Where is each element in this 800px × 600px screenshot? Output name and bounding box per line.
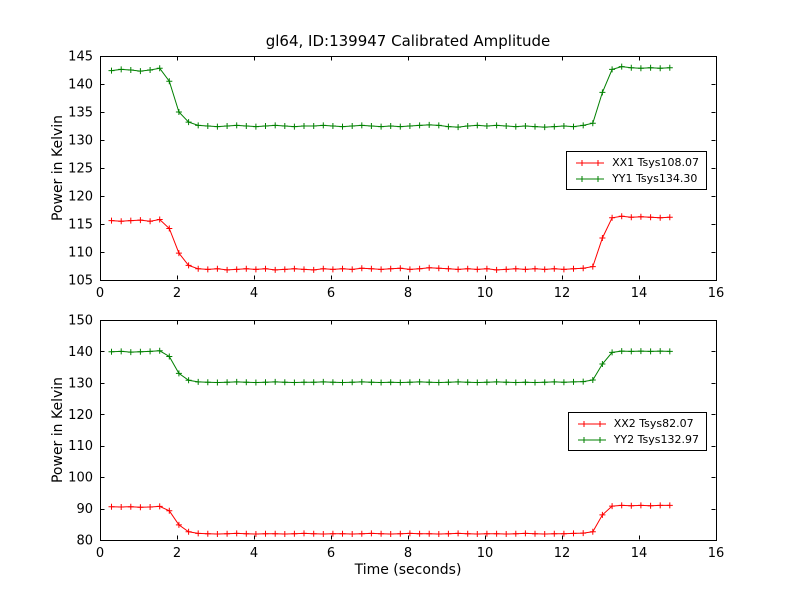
x-tick-label: 6 <box>327 546 335 561</box>
y-tick-label: 145 <box>68 50 93 65</box>
series-markers-yy1 <box>108 63 673 131</box>
x-axis-label: Time (seconds) <box>354 562 462 578</box>
series-line-yy2 <box>111 350 670 384</box>
y-tick-label: 115 <box>68 218 93 233</box>
x-tick-label: 10 <box>477 286 494 301</box>
legend-top: XX1 Tsys108.07 YY1 Tsys134.30 <box>566 151 707 190</box>
series-line-xx1 <box>111 215 670 271</box>
x-tick-label: 8 <box>404 546 412 561</box>
series-line-xx2 <box>111 504 670 535</box>
legend-label: YY2 Tsys132.97 <box>613 433 699 446</box>
series-line-yy1 <box>111 66 670 128</box>
x-tick-label: 14 <box>631 546 648 561</box>
y-tick-label: 90 <box>76 502 93 517</box>
y-axis-label-bottom: Power in Kelvin <box>50 376 66 484</box>
legend-label: XX1 Tsys108.07 <box>612 156 699 169</box>
y-tick-label: 125 <box>68 162 93 177</box>
x-tick-label: 8 <box>404 286 412 301</box>
x-tick-label: 0 <box>96 546 104 561</box>
y-tick-label: 120 <box>68 408 93 423</box>
x-tick-label: 4 <box>250 286 258 301</box>
x-tick-label: 12 <box>554 286 571 301</box>
y-axis-label-top: Power in Kelvin <box>50 114 66 222</box>
y-tick-label: 130 <box>68 134 93 149</box>
y-tick-label: 135 <box>68 106 93 121</box>
x-tick-label: 10 <box>477 546 494 561</box>
y-tick-label: 140 <box>68 345 93 360</box>
legend-entry: YY2 Tsys132.97 <box>576 433 699 446</box>
series-markers-xx1 <box>108 213 673 273</box>
x-tick-label: 14 <box>631 286 648 301</box>
x-tick-label: 0 <box>96 286 104 301</box>
x-tick-label: 16 <box>708 286 725 301</box>
x-tick-label: 2 <box>173 286 181 301</box>
x-tick-label: 4 <box>250 546 258 561</box>
y-tick-label: 130 <box>68 376 93 391</box>
legend-label: YY1 Tsys134.30 <box>612 172 698 185</box>
legend-entry: YY1 Tsys134.30 <box>574 172 699 185</box>
y-tick-label: 105 <box>68 274 93 289</box>
y-tick-label: 120 <box>68 190 93 205</box>
y-tick-label: 80 <box>76 534 93 549</box>
y-tick-label: 110 <box>68 439 93 454</box>
y-tick-label: 110 <box>68 246 93 261</box>
legend-label: XX2 Tsys82.07 <box>613 417 694 430</box>
y-tick-label: 150 <box>68 314 93 329</box>
x-tick-label: 6 <box>327 286 335 301</box>
legend-bottom: XX2 Tsys82.07 YY2 Tsys132.97 <box>567 412 707 451</box>
legend-line-sample <box>577 436 606 443</box>
x-tick-label: 2 <box>173 546 181 561</box>
series-markers-xx2 <box>108 502 673 537</box>
legend-line-sample <box>576 159 605 166</box>
x-tick-label: 16 <box>708 546 725 561</box>
legend-entry: XX2 Tsys82.07 <box>576 417 699 430</box>
legend-line-sample <box>576 175 605 182</box>
legend-line-sample <box>577 420 606 427</box>
legend-entry: XX1 Tsys108.07 <box>574 156 699 169</box>
y-tick-label: 140 <box>68 78 93 93</box>
x-tick-label: 12 <box>554 546 571 561</box>
series-markers-yy2 <box>108 347 673 386</box>
y-tick-label: 100 <box>68 471 93 486</box>
chart-title: gl64, ID:139947 Calibrated Amplitude <box>265 32 551 50</box>
